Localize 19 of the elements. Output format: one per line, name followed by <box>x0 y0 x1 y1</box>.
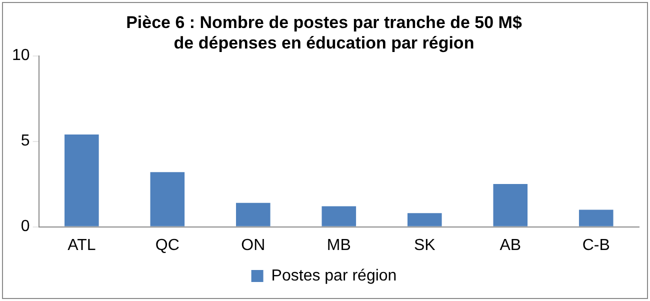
x-tick-label: ATL <box>68 236 96 254</box>
x-tick-label: ON <box>241 236 266 254</box>
legend-label: Postes par région <box>271 267 397 284</box>
bar <box>578 210 614 226</box>
bar <box>493 184 528 226</box>
bar <box>64 134 99 226</box>
bar <box>150 172 185 226</box>
x-tick-label: AB <box>500 236 522 254</box>
bar <box>236 202 270 226</box>
bar <box>407 213 442 226</box>
x-tick-label: SK <box>414 236 436 254</box>
x-tick-label: QC <box>155 236 180 254</box>
x-tick-label: MB <box>326 236 351 254</box>
y-tick-label: 10 <box>12 47 30 64</box>
y-tick-label: 0 <box>20 218 30 236</box>
x-tick-label: C-B <box>582 236 610 254</box>
y-tick-label: 5 <box>20 132 30 150</box>
bar <box>322 206 356 226</box>
chart-title: Pièce 6 : Nombre de postes par tranche de 50 M$ de dépenses en éducation par région <box>126 12 522 52</box>
